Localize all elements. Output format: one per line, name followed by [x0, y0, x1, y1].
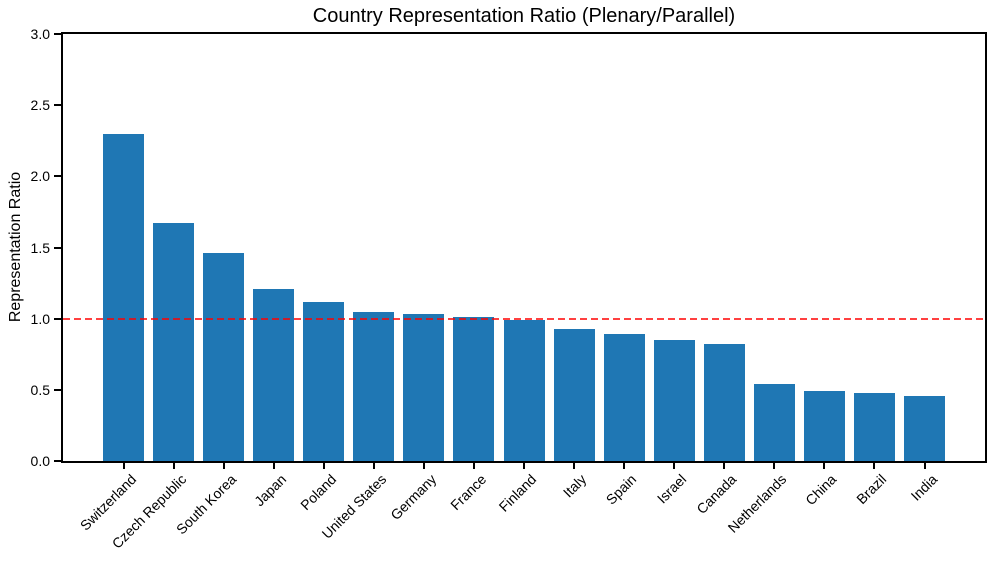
x-tick-mark: [372, 463, 375, 469]
x-tick-label-canada: Canada: [693, 471, 740, 517]
x-tick-label-china: China: [802, 471, 840, 509]
reference-line: [63, 317, 985, 320]
y-tick-label: 1.0: [30, 310, 50, 327]
x-tick-mark: [823, 463, 826, 469]
x-tick-mark: [172, 463, 175, 469]
y-tick-mark: [54, 388, 61, 391]
bar-poland: [303, 301, 345, 461]
bar-united-states: [353, 311, 395, 461]
x-tick-label-finland: Finland: [495, 471, 540, 515]
y-tick-label: 1.5: [30, 239, 50, 256]
y-tick-mark: [54, 33, 61, 35]
x-tick-label-brazil: Brazil: [853, 471, 890, 508]
bar-france: [453, 317, 495, 461]
bar-spain: [603, 334, 645, 461]
bar-italy: [553, 328, 595, 461]
x-tick-mark: [773, 463, 776, 469]
bar-switzerland: [103, 133, 144, 461]
y-tick-label: 0.0: [30, 453, 50, 469]
bar-netherlands: [753, 384, 795, 461]
x-tick-mark: [322, 463, 325, 469]
y-tick-mark: [54, 246, 61, 249]
x-tick-label-france: France: [447, 471, 490, 514]
bar-finland: [503, 320, 545, 461]
bar-canada: [703, 344, 745, 461]
bar-israel: [653, 340, 695, 461]
chart-title: Country Representation Ratio (Plenary/Pa…: [312, 5, 736, 27]
plot-area: [61, 32, 987, 463]
x-tick-label-italy: Italy: [559, 471, 590, 501]
y-tick-label: 3.0: [30, 26, 50, 42]
x-tick-mark: [523, 463, 525, 469]
x-tick-mark: [122, 463, 125, 469]
x-tick-mark: [723, 463, 726, 469]
bar-brazil: [853, 392, 895, 461]
x-tick-label-india: India: [907, 471, 940, 504]
x-tick-mark: [873, 463, 876, 469]
y-tick-mark: [54, 317, 61, 320]
x-tick-label-germany: Germany: [387, 471, 440, 524]
y-tick-label: 2.0: [30, 168, 50, 185]
bar-south-korea: [203, 253, 245, 461]
y-tick-label: 0.5: [30, 381, 50, 398]
x-tick-mark: [472, 463, 475, 469]
x-tick-mark: [673, 463, 676, 469]
x-tick-mark: [623, 463, 626, 469]
y-tick-label: 2.5: [30, 97, 50, 114]
bar-germany: [403, 314, 445, 461]
bar-japan: [253, 288, 295, 461]
x-tick-label-israel: Israel: [653, 471, 690, 507]
x-tick-mark: [222, 463, 225, 469]
x-tick-label-japan: Japan: [250, 471, 290, 510]
y-tick-mark: [54, 460, 61, 462]
x-tick-mark: [923, 463, 926, 469]
x-tick-mark: [573, 463, 576, 469]
bar-czech-republic: [153, 223, 195, 461]
x-tick-mark: [422, 463, 425, 469]
y-tick-mark: [54, 175, 61, 178]
bar-china: [803, 391, 845, 461]
x-tick-label-poland: Poland: [296, 471, 340, 514]
y-tick-mark: [54, 104, 61, 107]
bar-india: [904, 395, 945, 461]
x-tick-mark: [272, 463, 275, 469]
x-tick-label-spain: Spain: [602, 471, 640, 508]
